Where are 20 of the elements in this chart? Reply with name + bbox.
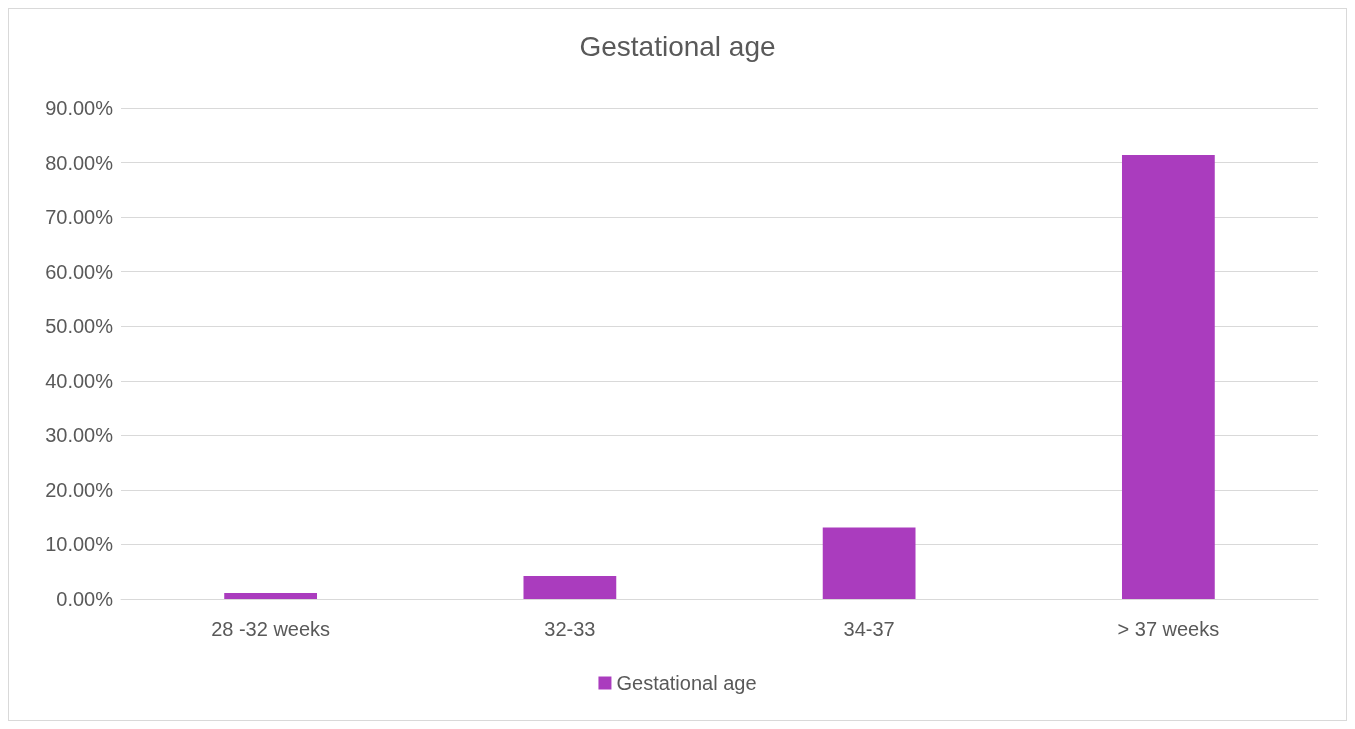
y-tick-label: 80.00% <box>45 151 114 174</box>
x-tick-label: 28 -32 weeks <box>211 618 331 640</box>
x-tick-label: > 37 weeks <box>1117 618 1220 640</box>
bar <box>822 527 916 599</box>
y-tick-label: 60.00% <box>45 260 114 283</box>
bar <box>224 593 318 599</box>
x-tick-label: 34-37 <box>843 618 895 640</box>
bar <box>523 576 617 599</box>
y-tick-label: 10.00% <box>45 533 114 556</box>
y-tick-label: 30.00% <box>45 424 114 447</box>
chart-title: Gestational age <box>579 30 776 62</box>
bar <box>1121 154 1215 599</box>
y-tick-label: 0.00% <box>56 588 114 610</box>
y-tick-label: 20.00% <box>45 478 114 501</box>
y-tick-label: 50.00% <box>45 315 114 338</box>
y-tick-label: 90.00% <box>45 97 114 119</box>
y-tick-label: 70.00% <box>45 206 114 229</box>
y-tick-label: 40.00% <box>45 369 114 392</box>
legend-label: Gestational age <box>616 672 757 694</box>
x-tick-label: 32-33 <box>544 618 596 640</box>
